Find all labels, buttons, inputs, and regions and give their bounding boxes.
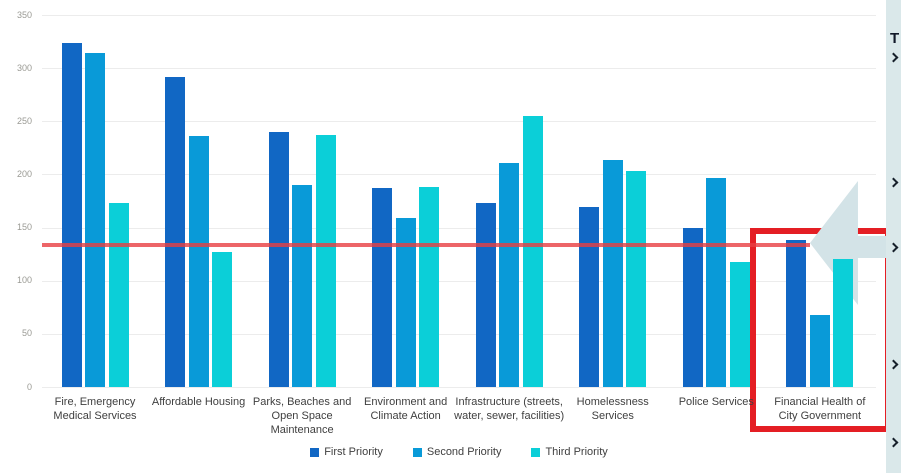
bar-third-priority xyxy=(833,259,854,387)
legend-label: First Priority xyxy=(324,446,383,458)
gridline xyxy=(42,280,876,282)
x-axis-category-label: Fire, Emergency Medical Services xyxy=(53,396,137,422)
gridline xyxy=(42,333,876,335)
gridline xyxy=(42,227,876,229)
chevron-bullet-icon xyxy=(888,177,899,188)
y-axis-tick-label: 250 xyxy=(16,115,32,126)
bar-first-priority xyxy=(786,240,807,387)
bar-second-priority xyxy=(188,136,209,387)
bar-third-priority xyxy=(108,203,129,387)
x-axis-category-label: Parks, Beaches and Open Space Maintenanc… xyxy=(252,396,352,436)
bar-third-priority xyxy=(626,171,647,387)
bar-first-priority xyxy=(475,203,496,387)
bar-third-priority xyxy=(729,261,750,387)
bar-second-priority xyxy=(85,53,105,387)
legend-item: First Priority xyxy=(310,446,383,458)
y-axis-tick-label: 0 xyxy=(26,381,32,392)
gridline xyxy=(42,68,876,70)
y-axis-tick-label: 50 xyxy=(21,328,32,339)
chevron-bullet-icon xyxy=(888,359,899,370)
x-axis-category-label: Environment and Climate Action xyxy=(364,396,448,422)
reference-line xyxy=(42,242,810,247)
legend-item: Third Priority xyxy=(531,446,608,458)
gridline xyxy=(42,174,876,176)
bar-second-priority xyxy=(809,314,830,387)
legend-color-marker xyxy=(531,447,541,457)
gridline xyxy=(42,387,876,388)
chart-legend: First Priority Second Priority Third Prior… xyxy=(42,446,876,458)
bar-second-priority xyxy=(292,185,313,387)
bar-second-priority xyxy=(499,162,520,387)
y-axis-tick-label: 300 xyxy=(16,62,32,73)
legend-color-marker xyxy=(412,447,422,457)
bar-first-priority xyxy=(268,131,289,387)
y-axis-tick-label: 100 xyxy=(16,275,32,286)
x-axis-category-label: Homelessness Services xyxy=(576,396,649,422)
legend-color-marker xyxy=(310,447,320,457)
bar-first-priority xyxy=(372,188,393,387)
bar-third-priority xyxy=(522,115,543,387)
x-axis-category-label: Police Services xyxy=(678,396,754,408)
side-panel: T xyxy=(886,0,901,473)
side-panel-title: T xyxy=(890,30,900,47)
x-axis-category-label: Affordable Housing xyxy=(151,396,246,408)
chevron-bullet-icon xyxy=(888,52,899,63)
bar-first-priority xyxy=(579,207,600,387)
gridline xyxy=(42,15,876,16)
bar-second-priority xyxy=(602,159,623,387)
legend-label: Third Priority xyxy=(545,446,608,458)
y-axis-tick-label: 200 xyxy=(16,168,32,179)
bar-first-priority xyxy=(682,227,703,387)
y-axis-tick-label: 350 xyxy=(16,9,32,20)
legend-item: Second Priority xyxy=(412,446,502,458)
bar-third-priority xyxy=(212,252,233,387)
bar-second-priority xyxy=(395,218,416,387)
chevron-bullet-icon xyxy=(888,437,899,448)
bar-third-priority xyxy=(315,135,336,387)
chevron-bullet-icon xyxy=(888,242,899,253)
gridline xyxy=(42,121,876,123)
bar-third-priority xyxy=(419,187,440,387)
y-axis-tick-label: 150 xyxy=(16,222,32,233)
legend-label: Second Priority xyxy=(426,446,502,458)
bar-first-priority xyxy=(61,42,82,387)
bar-second-priority xyxy=(706,177,727,387)
x-axis-category-label: Financial Health of City Government xyxy=(774,396,866,422)
x-axis-category-label: Infrastructure (streets, water, sewer, f… xyxy=(454,396,565,422)
bar-first-priority xyxy=(165,76,186,387)
